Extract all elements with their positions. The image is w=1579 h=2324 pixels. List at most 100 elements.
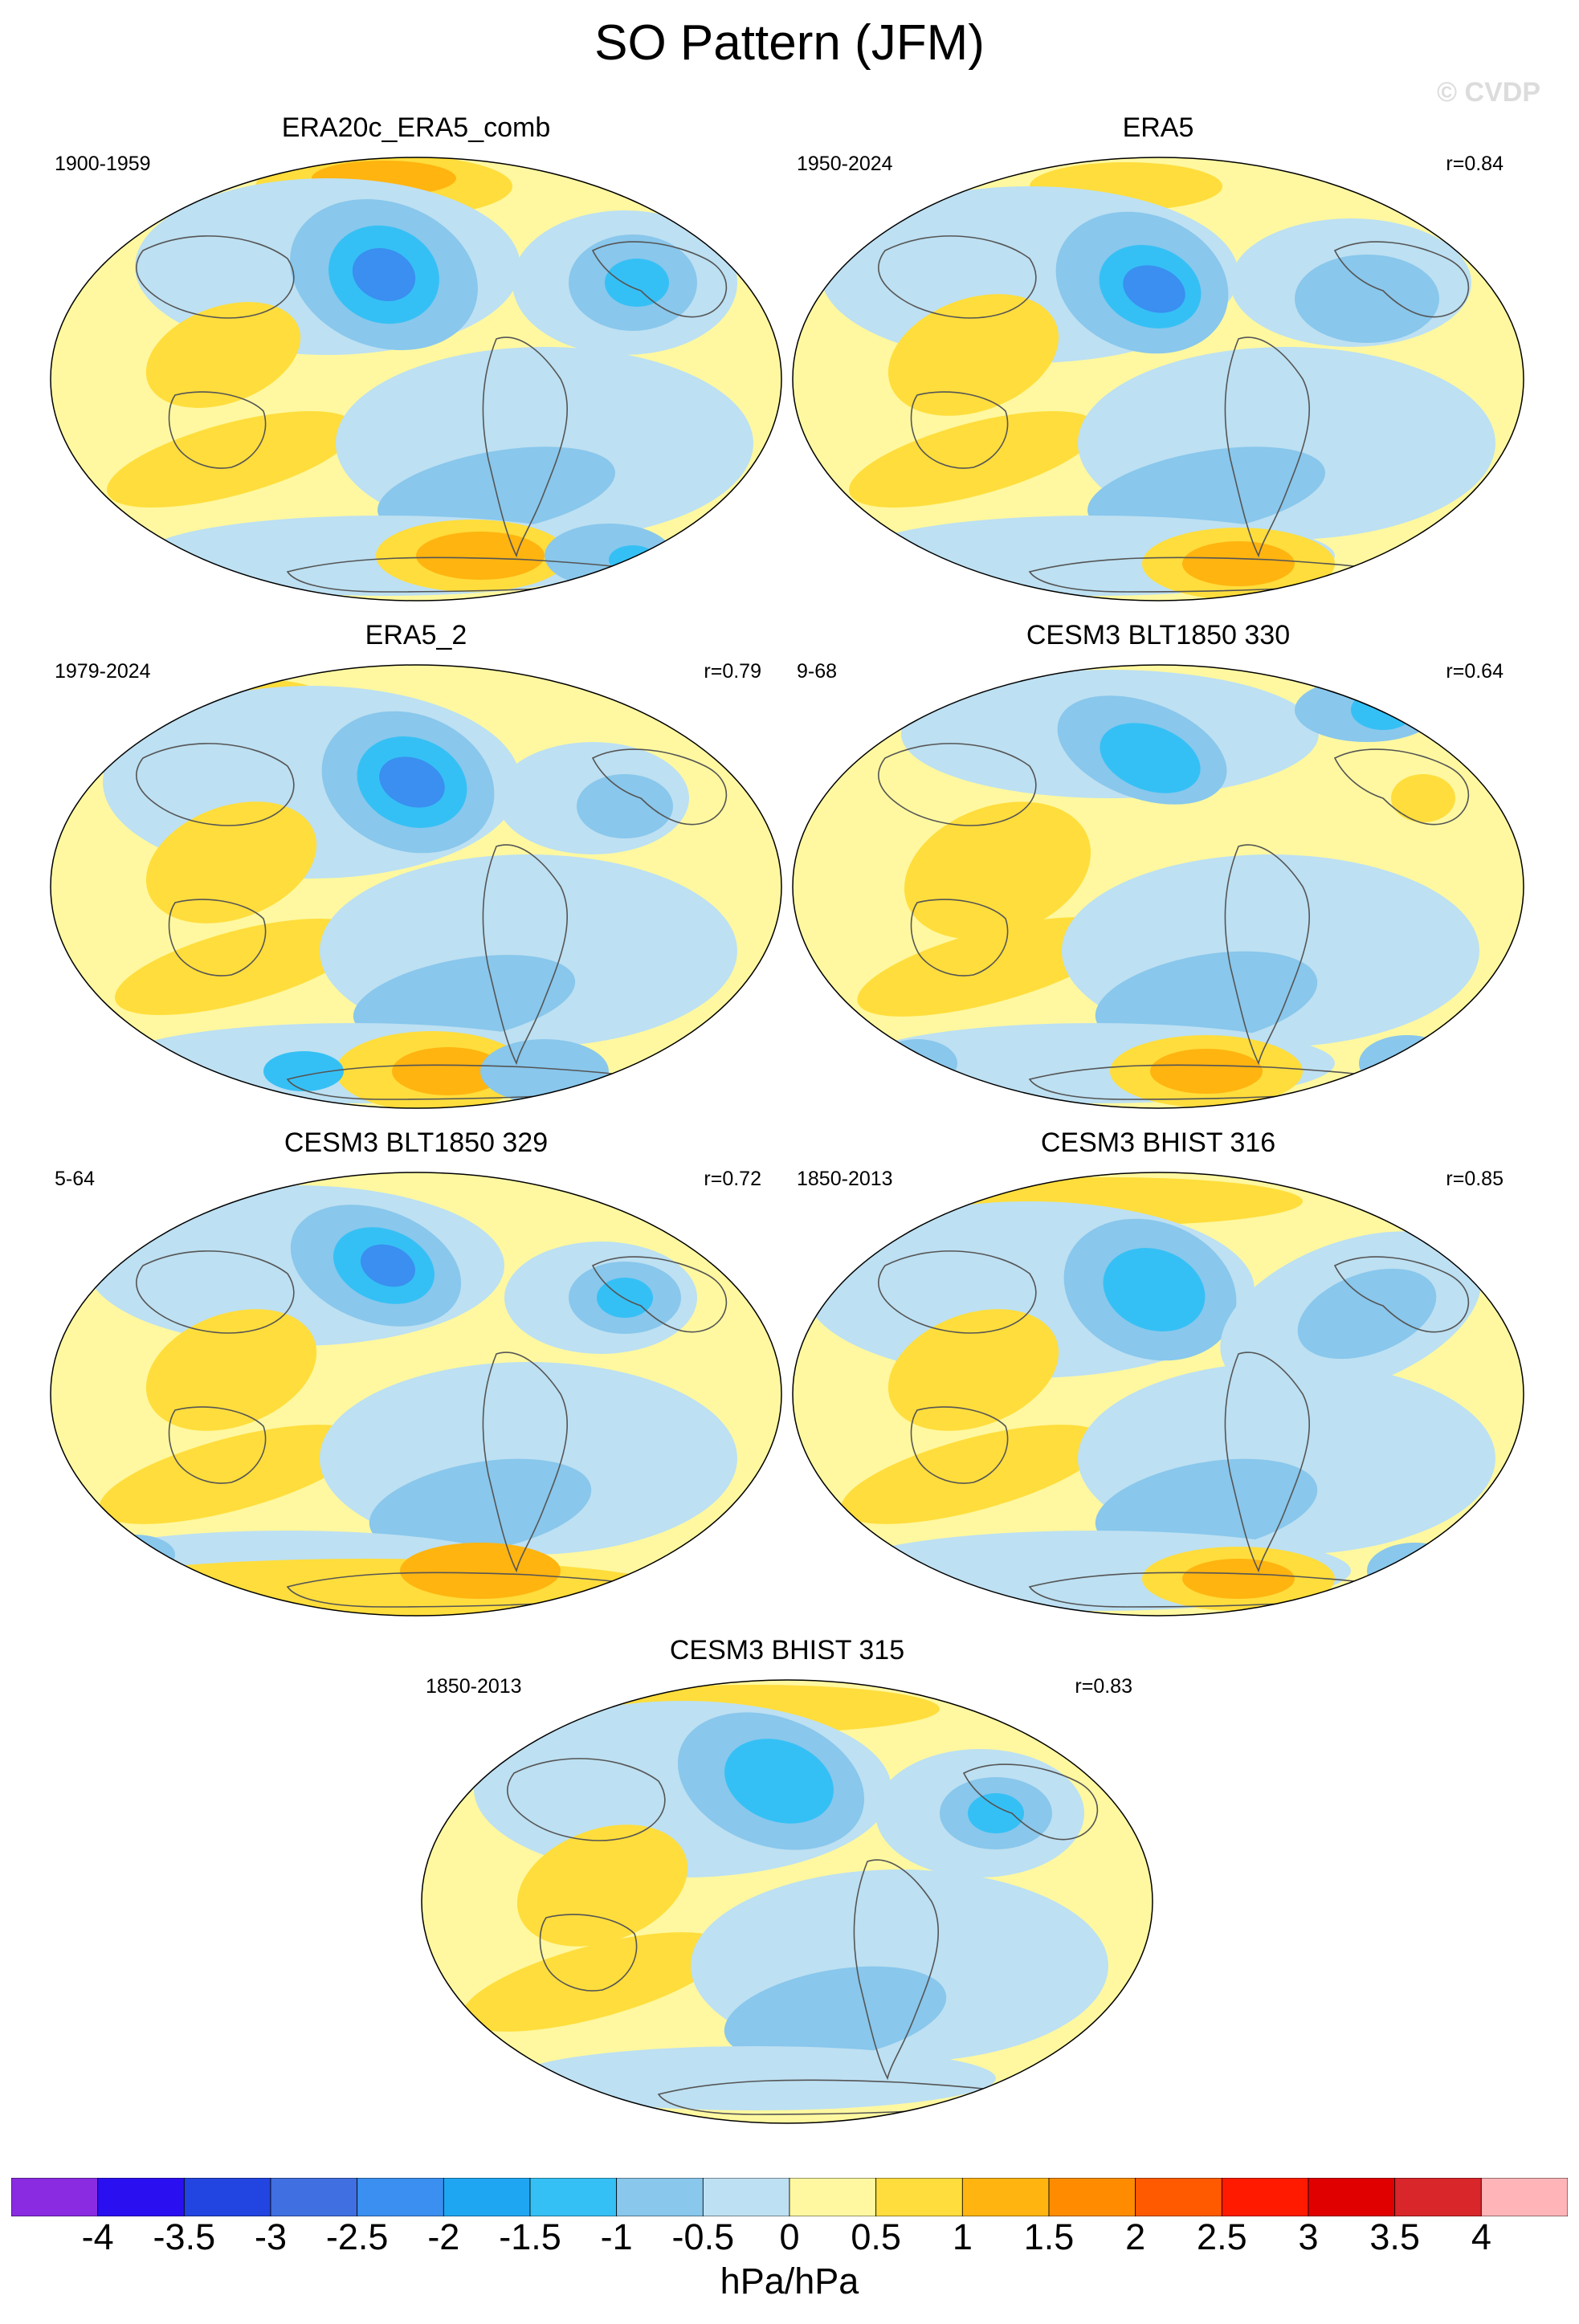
colorbar-swatch xyxy=(357,2178,444,2216)
anomaly-contour xyxy=(1182,1559,1295,1599)
colorbar-swatch xyxy=(529,2178,618,2216)
panel-period: 1900-1959 xyxy=(55,153,151,175)
coastline xyxy=(910,391,1009,469)
coastline xyxy=(910,899,1009,976)
figure-title: SO Pattern (JFM) xyxy=(594,15,985,71)
colorbar-units: hPa/hPa xyxy=(720,2261,859,2302)
anomaly-contour xyxy=(99,1425,364,1524)
colorbar-swatch xyxy=(11,2178,99,2216)
anomaly-contour xyxy=(887,1309,1059,1431)
globe-map xyxy=(792,157,1524,601)
anomaly-contour xyxy=(514,2046,996,2110)
anomaly-contour xyxy=(1297,1268,1437,1360)
colorbar-tick-label: -3.5 xyxy=(153,2216,216,2257)
map-outline xyxy=(792,664,1524,1109)
panel-period: 1850-2013 xyxy=(797,1168,893,1190)
map-outline xyxy=(792,157,1524,601)
globe-map xyxy=(50,664,782,1109)
coastline xyxy=(482,336,569,558)
colorbar-tick-label: 3 xyxy=(1298,2216,1319,2257)
anomaly-contour xyxy=(877,1039,957,1087)
colorbar-tick-label: -4 xyxy=(81,2216,114,2257)
colorbar-tick-label: 1.5 xyxy=(1023,2216,1075,2257)
colorbar-tick-label: -1.5 xyxy=(499,2216,561,2257)
coastline xyxy=(482,1352,569,1573)
anomaly-contour xyxy=(361,1244,415,1287)
panel-title: CESM3 BLT1850 329 xyxy=(284,1127,549,1158)
colorbar-swatch xyxy=(961,2178,1050,2216)
anomaly-contour xyxy=(115,918,364,1016)
anomaly-contour xyxy=(605,259,669,307)
colorbar-swatch xyxy=(1221,2178,1309,2216)
anomaly-contour xyxy=(516,1825,688,1947)
coastline xyxy=(878,235,1037,319)
panel-title: ERA5_2 xyxy=(365,620,467,650)
coastline xyxy=(136,1250,295,1334)
colorbar-tick-label: -0.5 xyxy=(671,2216,735,2257)
map-panel-7: CESM3 BHIST 315 1850-2013 r=0.83 xyxy=(418,1635,1157,2133)
anomaly-contour xyxy=(841,1425,1106,1524)
map-panel-5: CESM3 BLT1850 329 5-64 r=0.72 xyxy=(47,1127,785,1625)
coastline xyxy=(1224,1352,1311,1573)
coastline xyxy=(1224,336,1311,558)
globe-map xyxy=(792,664,1524,1109)
panel-correlation: r=0.83 xyxy=(1075,1675,1132,1698)
map-panel-4: CESM3 BLT1850 330 9-68 r=0.64 xyxy=(789,620,1528,1118)
panel-correlation: r=0.79 xyxy=(704,660,761,683)
map-panel-6: CESM3 BHIST 316 1850-2013 r=0.85 xyxy=(789,1127,1528,1625)
anomaly-contour xyxy=(1150,1049,1263,1094)
coastline xyxy=(962,1763,1099,1841)
anomaly-contour xyxy=(400,1543,561,1599)
anomaly-contour xyxy=(1295,255,1439,343)
anomaly-contour xyxy=(1103,1248,1206,1331)
anomaly-contour xyxy=(392,1047,504,1095)
anomaly-contour xyxy=(597,1278,653,1318)
panel-title: ERA5 xyxy=(1122,112,1194,143)
anomaly-contour xyxy=(724,1739,834,1824)
coastline xyxy=(878,1250,1037,1334)
coastline xyxy=(168,1406,267,1484)
panel-correlation: r=0.64 xyxy=(1446,660,1504,683)
map-panel-3: ERA5_2 1979-2024 r=0.79 xyxy=(47,620,785,1118)
coastline xyxy=(878,743,1037,826)
colorbar-tick-label: 0 xyxy=(779,2216,800,2257)
anomaly-contour xyxy=(107,410,356,508)
anomaly-contour xyxy=(1182,541,1295,586)
anomaly-contour xyxy=(1359,1035,1455,1091)
colorbar-tick-label: -1 xyxy=(600,2216,633,2257)
anomaly-contour xyxy=(545,524,673,588)
colorbar-swatch xyxy=(97,2178,185,2216)
anomaly-contour xyxy=(145,302,301,408)
colorbar-swatch xyxy=(1480,2178,1568,2216)
colorbar-tick-label: 3.5 xyxy=(1369,2216,1420,2257)
map-outline xyxy=(421,1679,1153,2124)
coastline xyxy=(539,1914,638,1992)
coastline xyxy=(591,241,728,318)
coastline xyxy=(1333,1256,1470,1333)
colorbar-swatch xyxy=(616,2178,704,2216)
coastline xyxy=(482,844,569,1066)
colorbar-swatch xyxy=(1135,2178,1222,2216)
coastline xyxy=(136,743,295,826)
colorbar-swatch xyxy=(1394,2178,1482,2216)
panel-correlation: r=0.72 xyxy=(704,1168,761,1190)
colorbar-tick-label: -3 xyxy=(254,2216,288,2257)
globe-map xyxy=(421,1679,1153,2124)
anomaly-contour xyxy=(849,410,1098,508)
colorbar-swatch xyxy=(1308,2178,1396,2216)
panel-title: CESM3 BLT1850 330 xyxy=(1026,620,1291,650)
coastline xyxy=(168,899,267,976)
colorbar-tick-label: 2 xyxy=(1125,2216,1146,2257)
coastline xyxy=(853,1859,940,2081)
map-panel-1: ERA20c_ERA5_comb 1900-1959 xyxy=(47,112,785,610)
anomaly-contour xyxy=(369,1458,592,1555)
panel-period: 1979-2024 xyxy=(55,660,151,683)
anomaly-contour xyxy=(1095,951,1318,1047)
colorbar-swatch xyxy=(702,2178,790,2216)
panel-title: CESM3 BHIST 316 xyxy=(1040,1127,1276,1158)
panel-correlation: r=0.84 xyxy=(1446,153,1504,175)
panel-title: ERA20c_ERA5_comb xyxy=(281,112,551,143)
map-panel-2: ERA5 1950-2024 r=0.84 xyxy=(789,112,1528,610)
colorbar-tick-label: 4 xyxy=(1471,2216,1491,2257)
colorbar-tick-label: 2.5 xyxy=(1197,2216,1247,2257)
